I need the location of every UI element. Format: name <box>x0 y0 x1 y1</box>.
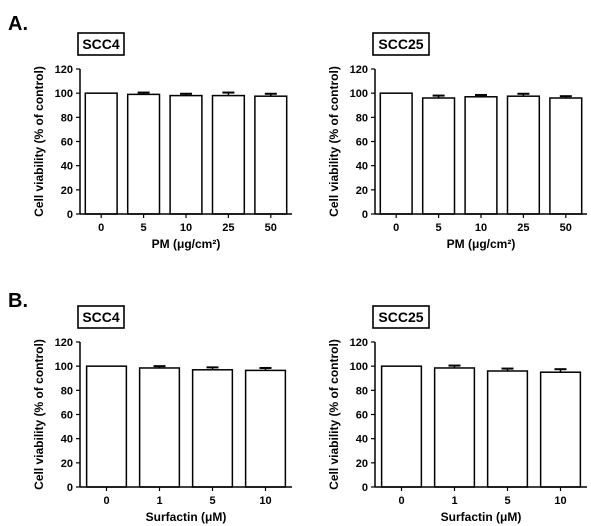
cell-line-label-box <box>372 305 430 329</box>
bar <box>539 371 582 488</box>
x-tick-label: 0 <box>398 495 404 507</box>
x-tick-label: 1 <box>156 495 162 507</box>
x-axis-label: PM (μg/cm²) <box>152 237 221 251</box>
x-tick-label: 10 <box>180 222 192 234</box>
bar <box>191 369 234 488</box>
y-tick-label: 60 <box>61 137 73 149</box>
y-tick-label: 100 <box>55 361 73 373</box>
y-axis-label: Cell viability (% of control) <box>32 66 46 217</box>
y-tick-label: 80 <box>356 385 368 397</box>
y-axis-label: Cell viability (% of control) <box>32 339 46 490</box>
x-tick-label: 0 <box>98 222 104 234</box>
x-tick-label: 5 <box>141 222 147 234</box>
bar <box>506 95 541 215</box>
y-tick-label: 120 <box>350 64 368 76</box>
y-tick-label: 20 <box>61 458 73 470</box>
y-tick-label: 40 <box>61 161 73 173</box>
y-tick-label: 60 <box>356 137 368 149</box>
cell-line-label: SCC4 <box>82 309 120 325</box>
x-tick-label: 50 <box>265 222 277 234</box>
bar <box>244 369 287 488</box>
x-axis-label: Surfactin (μM) <box>146 510 227 524</box>
x-tick-label: 5 <box>209 495 215 507</box>
chart-2: SCC25 0 5 10 25 50 0 20 40 60 80 100 120 PM (μg/cm²) C… <box>327 32 587 251</box>
chart-1: SCC4 0 5 10 25 50 0 20 40 60 80 100 120 PM (μg/cm²) Ce… <box>32 32 292 251</box>
panel-letter-b: B. <box>8 290 28 312</box>
y-tick-label: 120 <box>350 337 368 349</box>
y-tick-label: 40 <box>356 434 368 446</box>
x-axis-label: PM (μg/cm²) <box>447 237 516 251</box>
cell-line-label: SCC25 <box>378 309 423 325</box>
y-tick-label: 20 <box>356 458 368 470</box>
y-tick-label: 120 <box>55 64 73 76</box>
x-tick-label: 5 <box>436 222 442 234</box>
x-tick-label: 50 <box>560 222 572 234</box>
bar <box>211 94 246 215</box>
cell-line-label-box <box>77 305 125 329</box>
bar <box>433 367 476 488</box>
y-tick-label: 60 <box>356 410 368 422</box>
cell-line-label: SCC25 <box>378 36 423 52</box>
bar <box>380 365 423 488</box>
y-tick-label: 80 <box>61 385 73 397</box>
bar <box>254 95 288 215</box>
bar <box>169 94 203 215</box>
bar <box>421 97 456 215</box>
x-tick-label: 0 <box>393 222 399 234</box>
y-tick-label: 100 <box>350 361 368 373</box>
bar <box>85 365 128 488</box>
cell-line-label-box <box>372 32 430 56</box>
y-tick-label: 60 <box>61 410 73 422</box>
x-tick-label: 5 <box>504 495 510 507</box>
x-tick-label: 25 <box>222 222 234 234</box>
cell-line-label-box <box>77 32 125 56</box>
cell-line-label: SCC4 <box>82 36 120 52</box>
y-axis-label: Cell viability (% of control) <box>327 66 341 217</box>
y-tick-label: 40 <box>356 161 368 173</box>
y-tick-label: 0 <box>362 209 368 221</box>
bar <box>486 370 529 488</box>
x-tick-label: 10 <box>475 222 487 234</box>
y-tick-label: 0 <box>362 482 368 494</box>
x-tick-label: 0 <box>103 495 109 507</box>
x-tick-label: 10 <box>554 495 566 507</box>
y-tick-label: 40 <box>61 434 73 446</box>
y-tick-label: 80 <box>61 112 73 124</box>
y-tick-label: 100 <box>55 88 73 100</box>
y-axis-label: Cell viability (% of control) <box>327 339 341 490</box>
panel-letter-a: A. <box>8 13 28 35</box>
y-tick-label: 0 <box>67 209 73 221</box>
bar <box>126 93 161 215</box>
bar <box>379 92 413 215</box>
bar <box>464 96 498 215</box>
bar <box>138 367 181 488</box>
x-tick-label: 10 <box>259 495 271 507</box>
bar <box>84 92 118 215</box>
x-tick-label: 25 <box>517 222 529 234</box>
y-tick-label: 120 <box>55 337 73 349</box>
x-axis-label: Surfactin (μM) <box>441 510 522 524</box>
x-tick-label: 1 <box>451 495 457 507</box>
y-tick-label: 100 <box>350 88 368 100</box>
y-tick-label: 20 <box>61 185 73 197</box>
bar <box>549 97 583 215</box>
y-tick-label: 20 <box>356 185 368 197</box>
y-tick-label: 0 <box>67 482 73 494</box>
y-tick-label: 80 <box>356 112 368 124</box>
